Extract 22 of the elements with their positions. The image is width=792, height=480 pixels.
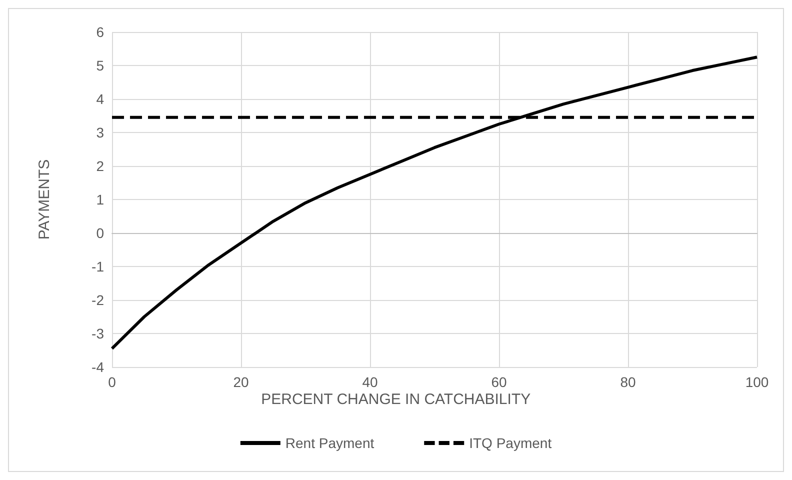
- x-tick-label: 60: [491, 374, 507, 390]
- y-tick-label: 5: [96, 58, 104, 74]
- line-series: [110, 56, 758, 350]
- x-tick-label: 40: [362, 374, 378, 390]
- y-tick-label: -4: [92, 359, 104, 375]
- y-tick-label: 0: [96, 225, 104, 241]
- y-tick-label: 1: [96, 192, 104, 208]
- x-axis-title: PERCENT CHANGE IN CATCHABILITY: [261, 391, 531, 408]
- y-tick-label: 2: [96, 158, 104, 174]
- x-tick-label: 80: [620, 374, 636, 390]
- y-axis-title: PAYMENTS: [36, 159, 53, 240]
- y-tick-label: 4: [96, 91, 104, 107]
- x-tick-label: 20: [233, 374, 249, 390]
- y-tick-label: 3: [96, 124, 104, 140]
- x-tick-label: 0: [108, 374, 116, 390]
- legend-label: Rent Payment: [285, 435, 374, 451]
- y-tick-label: 6: [96, 24, 104, 40]
- y-tick-label: -3: [92, 326, 104, 342]
- x-tick-label: 100: [745, 374, 769, 390]
- y-tick-label: -1: [92, 258, 104, 274]
- y-tick-label: -2: [92, 292, 104, 308]
- legend-label: ITQ Payment: [469, 435, 552, 451]
